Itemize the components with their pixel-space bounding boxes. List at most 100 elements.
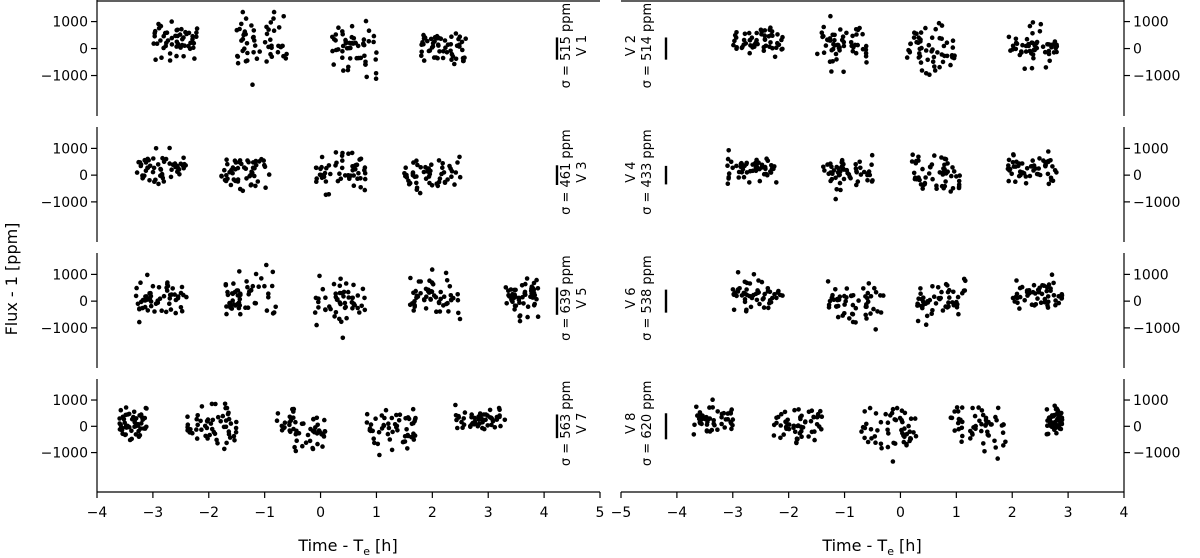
data-point	[848, 175, 853, 181]
data-point	[993, 445, 998, 450]
data-point	[275, 411, 281, 416]
data-point	[838, 169, 843, 174]
data-point	[942, 183, 948, 189]
data-point	[209, 401, 215, 407]
data-point	[759, 165, 764, 170]
data-point	[169, 167, 174, 172]
data-point	[1023, 181, 1029, 186]
data-point	[475, 423, 481, 429]
data-point	[1013, 46, 1019, 52]
data-point	[1001, 422, 1006, 427]
data-point	[156, 181, 161, 187]
data-point	[437, 49, 442, 54]
data-point	[878, 293, 883, 298]
data-point	[219, 173, 224, 179]
data-point	[762, 291, 767, 297]
data-point	[240, 9, 246, 15]
data-point	[757, 301, 762, 307]
data-point	[404, 427, 409, 432]
data-point	[261, 158, 267, 163]
data-point	[937, 296, 942, 302]
data-point	[1014, 159, 1019, 165]
data-point	[741, 291, 746, 297]
data-point	[823, 43, 829, 48]
data-point	[818, 408, 823, 414]
y-tick-label: −1000	[41, 446, 88, 462]
data-point	[178, 290, 184, 296]
data-point	[449, 174, 454, 179]
data-point	[454, 417, 459, 423]
y-tick-label: 0	[79, 419, 88, 435]
y-axis-label: Flux - 1 [ppm]	[2, 223, 21, 336]
data-point	[899, 417, 904, 423]
data-point	[1017, 52, 1023, 58]
data-point	[234, 419, 239, 425]
data-point	[535, 314, 541, 320]
data-point	[1053, 302, 1058, 308]
data-point	[1055, 407, 1060, 413]
data-point	[300, 443, 305, 449]
data-point	[860, 31, 865, 37]
data-point	[523, 281, 528, 287]
data-point	[983, 417, 989, 423]
data-point	[389, 415, 395, 421]
data-point	[885, 427, 890, 433]
data-point	[131, 414, 136, 420]
data-point	[397, 412, 403, 418]
data-point	[168, 174, 174, 180]
data-point	[235, 53, 240, 59]
data-point	[1036, 166, 1041, 171]
data-point	[939, 36, 944, 41]
data-point	[873, 290, 879, 295]
data-point	[253, 271, 259, 277]
data-point	[333, 150, 339, 155]
data-point	[931, 294, 937, 300]
data-point	[937, 64, 942, 70]
data-point	[323, 307, 328, 313]
data-point	[776, 42, 782, 48]
data-point	[906, 423, 911, 429]
data-point	[970, 405, 975, 411]
data-point	[316, 296, 321, 302]
data-point	[150, 169, 156, 175]
data-point	[498, 423, 503, 429]
data-point	[244, 279, 249, 284]
data-point	[1046, 415, 1052, 421]
data-point	[236, 305, 242, 311]
data-point	[715, 409, 720, 414]
data-point	[224, 311, 229, 317]
data-point	[760, 297, 766, 302]
data-point	[1016, 173, 1022, 179]
x-tick-label: 1	[372, 505, 381, 521]
data-point	[728, 159, 734, 165]
data-point	[131, 409, 137, 415]
data-point	[918, 39, 923, 44]
data-point	[931, 54, 937, 60]
data-point	[225, 411, 231, 417]
data-point	[977, 418, 982, 424]
data-point	[819, 30, 825, 35]
data-point	[517, 318, 523, 324]
data-point	[414, 174, 419, 179]
data-point	[156, 285, 162, 290]
data-point	[522, 289, 528, 295]
data-point	[761, 48, 767, 53]
data-point	[839, 160, 844, 165]
data-point	[314, 179, 319, 184]
data-point	[959, 439, 964, 445]
data-point	[362, 176, 368, 182]
data-point	[712, 422, 717, 428]
data-point	[323, 179, 329, 184]
data-point	[917, 53, 923, 59]
data-point	[194, 26, 200, 31]
data-point	[347, 56, 353, 61]
data-point	[429, 267, 435, 272]
data-point	[452, 61, 457, 67]
data-point	[1045, 294, 1051, 299]
data-point	[833, 287, 838, 292]
data-point	[142, 298, 148, 303]
data-point	[167, 51, 173, 56]
